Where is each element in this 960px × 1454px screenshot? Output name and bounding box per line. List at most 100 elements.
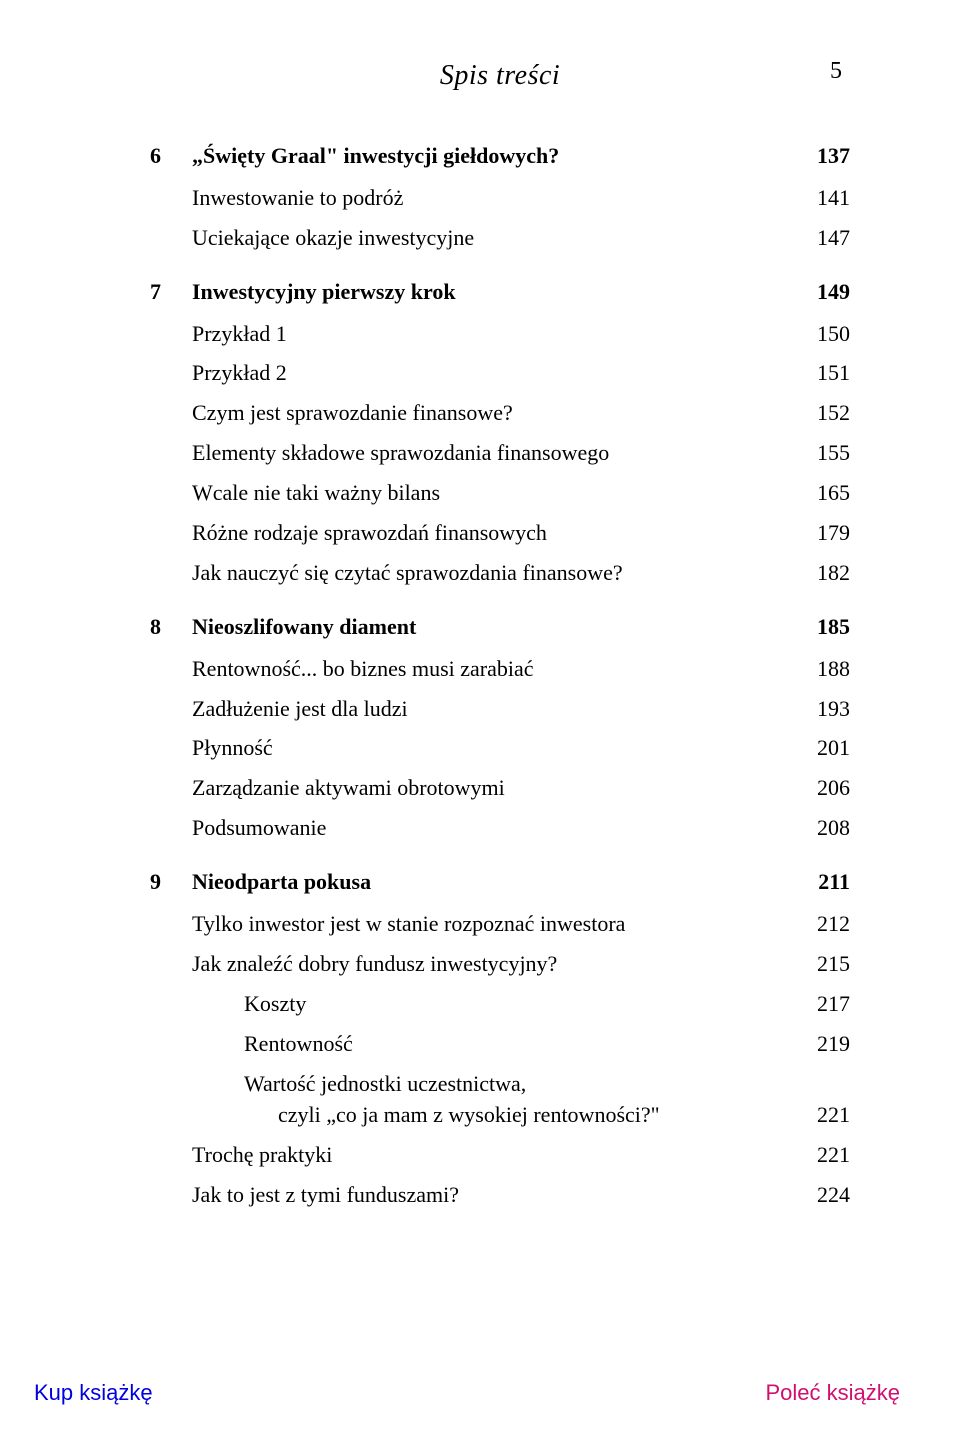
toc-entry-title: Płynność — [192, 732, 273, 764]
toc-entry-title: Rentowność — [244, 1028, 353, 1060]
toc-page-number: 193 — [797, 693, 850, 725]
toc-chapter-row: 6„Święty Graal" inwestycji giełdowych? 13… — [150, 140, 850, 172]
toc-page-number: 155 — [797, 437, 850, 469]
toc-entry-title: Różne rodzaje sprawozdań finansowych — [192, 517, 547, 549]
page-header: Spis treści 5 — [150, 60, 850, 92]
toc-row-left: 6„Święty Graal" inwestycji giełdowych? — [150, 140, 559, 172]
toc-entry-title: Wcale nie taki ważny bilans — [192, 477, 440, 509]
toc-row-left: Uciekające okazje inwestycyjne — [150, 222, 474, 254]
document-page: Spis treści 5 6„Święty Graal" inwestycji… — [0, 0, 960, 1454]
toc-row-left: Różne rodzaje sprawozdań finansowych — [150, 517, 547, 549]
toc-chapter-row: 8Nieoszlifowany diament 185 — [150, 611, 850, 643]
toc-entry-title: Jak znaleźć dobry fundusz inwestycyjny? — [192, 948, 557, 980]
toc-entry-title: Przykład 1 — [192, 318, 287, 350]
toc-row-left: Wcale nie taki ważny bilans — [150, 477, 440, 509]
toc-row-left: Inwestowanie to podróż — [150, 182, 403, 214]
toc-row-left: 9Nieodparta pokusa — [150, 866, 371, 898]
toc-row-left: Wartość jednostki uczestnictwa, — [150, 1068, 526, 1100]
chapter-number: 8 — [150, 611, 192, 643]
chapter-title: „Święty Graal" inwestycji giełdowych? — [192, 140, 559, 172]
chapter-title: Inwestycyjny pierwszy krok — [192, 276, 456, 308]
toc-entry-title: Uciekające okazje inwestycyjne — [192, 222, 474, 254]
toc-row-left: Zadłużenie jest dla ludzi — [150, 693, 408, 725]
table-of-contents: 6„Święty Graal" inwestycji giełdowych? 13… — [150, 140, 850, 1211]
toc-entry-row: Rentowność... bo biznes musi zarabiać 188 — [150, 653, 850, 685]
toc-row-left: Tylko inwestor jest w stanie rozpoznać i… — [150, 908, 625, 940]
toc-entry-row: Inwestowanie to podróż 141 — [150, 182, 850, 214]
toc-row-left: Rentowność — [150, 1028, 353, 1060]
recommend-book-link[interactable]: Poleć książkę — [765, 1380, 900, 1406]
toc-page-number: 221 — [797, 1139, 850, 1171]
toc-page-number: 152 — [797, 397, 850, 429]
toc-page-number: 211 — [798, 866, 850, 898]
toc-entry-row: Trochę praktyki 221 — [150, 1139, 850, 1171]
toc-entry-row: Jak to jest z tymi funduszami? 224 — [150, 1179, 850, 1211]
toc-entry-row: Elementy składowe sprawozdania finansowe… — [150, 437, 850, 469]
toc-row-left: Przykład 2 — [150, 357, 287, 389]
toc-entry-title: Trochę praktyki — [192, 1139, 332, 1171]
toc-row-left: Podsumowanie — [150, 812, 326, 844]
toc-entry-row: Płynność 201 — [150, 732, 850, 764]
toc-entry-title: Rentowność... bo biznes musi zarabiać — [192, 653, 534, 685]
toc-entry-title: Przykład 2 — [192, 357, 287, 389]
toc-row-left: czyli „co ja mam z wysokiej rentowności?… — [150, 1099, 660, 1131]
toc-page-number: 212 — [797, 908, 850, 940]
toc-row-left: Jak znaleźć dobry fundusz inwestycyjny? — [150, 948, 557, 980]
toc-page-number: 137 — [797, 140, 850, 172]
toc-entry-row: Jak nauczyć się czytać sprawozdania fina… — [150, 557, 850, 589]
toc-chapter-row: 7Inwestycyjny pierwszy krok 149 — [150, 276, 850, 308]
toc-page-number: 185 — [797, 611, 850, 643]
toc-entry-row: Jak znaleźć dobry fundusz inwestycyjny? 2… — [150, 948, 850, 980]
toc-page-number: 201 — [797, 732, 850, 764]
toc-row-left: Zarządzanie aktywami obrotowymi — [150, 772, 505, 804]
toc-entry-title: Wartość jednostki uczestnictwa, — [244, 1068, 526, 1100]
toc-page-number: 221 — [797, 1099, 850, 1131]
toc-page-number: 182 — [797, 557, 850, 589]
toc-row-left: Elementy składowe sprawozdania finansowe… — [150, 437, 609, 469]
toc-entry-row: Rentowność 219 — [150, 1028, 850, 1060]
toc-entry-row: Zarządzanie aktywami obrotowymi 206 — [150, 772, 850, 804]
toc-page-number: 179 — [797, 517, 850, 549]
chapter-number: 6 — [150, 140, 192, 172]
chapter-number: 9 — [150, 866, 192, 898]
toc-entry-row: Koszty217 — [150, 988, 850, 1020]
toc-entry-title: Jak nauczyć się czytać sprawozdania fina… — [192, 557, 623, 589]
toc-row-left: Jak nauczyć się czytać sprawozdania fina… — [150, 557, 623, 589]
toc-chapter-row: 9Nieodparta pokusa 211 — [150, 866, 850, 898]
chapter-title: Nieoszlifowany diament — [192, 611, 416, 643]
toc-row-left: 8Nieoszlifowany diament — [150, 611, 416, 643]
toc-page-number: 224 — [797, 1179, 850, 1211]
toc-page-number: 215 — [797, 948, 850, 980]
toc-entry-row: Podsumowanie208 — [150, 812, 850, 844]
toc-entry-title: Zadłużenie jest dla ludzi — [192, 693, 408, 725]
toc-row-left: Płynność — [150, 732, 273, 764]
toc-entry-title: czyli „co ja mam z wysokiej rentowności?… — [278, 1099, 660, 1131]
toc-entry-title: Podsumowanie — [192, 812, 326, 844]
toc-row-left: Rentowność... bo biznes musi zarabiać — [150, 653, 534, 685]
toc-row-left: Czym jest sprawozdanie finansowe? — [150, 397, 513, 429]
toc-row-left: 7Inwestycyjny pierwszy krok — [150, 276, 456, 308]
toc-entry-row: Wartość jednostki uczestnictwa, — [150, 1068, 850, 1100]
toc-page-number: 151 — [797, 357, 850, 389]
toc-entry-row: Zadłużenie jest dla ludzi 193 — [150, 693, 850, 725]
toc-page-number: 206 — [797, 772, 850, 804]
toc-page-number: 149 — [797, 276, 850, 308]
toc-entry-title: Jak to jest z tymi funduszami? — [192, 1179, 459, 1211]
toc-page-number: 219 — [797, 1028, 850, 1060]
toc-entry-row: Czym jest sprawozdanie finansowe? 152 — [150, 397, 850, 429]
toc-row-left: Przykład 1 — [150, 318, 287, 350]
toc-entry-row: Przykład 1 150 — [150, 318, 850, 350]
toc-page-number: 147 — [797, 222, 850, 254]
toc-entry-title: Elementy składowe sprawozdania finansowe… — [192, 437, 609, 469]
page-footer: Kup książkę Poleć książkę — [0, 1380, 960, 1406]
toc-entry-row: Uciekające okazje inwestycyjne 147 — [150, 222, 850, 254]
toc-page-number: 188 — [797, 653, 850, 685]
toc-row-left: Koszty — [150, 988, 306, 1020]
toc-entry-row: Tylko inwestor jest w stanie rozpoznać i… — [150, 908, 850, 940]
toc-entry-title: Tylko inwestor jest w stanie rozpoznać i… — [192, 908, 625, 940]
toc-page-number: 150 — [797, 318, 850, 350]
toc-entry-title: Czym jest sprawozdanie finansowe? — [192, 397, 513, 429]
buy-book-link[interactable]: Kup książkę — [34, 1380, 153, 1406]
toc-entry-row: Wcale nie taki ważny bilans165 — [150, 477, 850, 509]
toc-page-number: 141 — [797, 182, 850, 214]
